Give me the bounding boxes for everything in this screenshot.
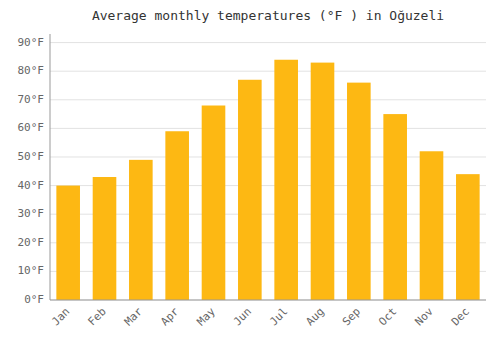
bar [202, 106, 226, 300]
x-tick-label: Jul [267, 305, 290, 328]
y-tick-label: 10°F [18, 264, 45, 277]
bar [238, 80, 262, 300]
x-tick-label: May [194, 305, 218, 329]
y-axis-line [50, 34, 51, 300]
bar [56, 186, 80, 300]
chart-svg: Average monthly temperatures (°F ) in Oğ… [0, 0, 500, 350]
x-tick-label: Dec [449, 305, 472, 328]
y-tick-label: 60°F [18, 121, 45, 134]
x-tick-label: Jun [231, 305, 254, 328]
y-tick-label: 30°F [18, 207, 45, 220]
x-tick-label: Jan [49, 305, 72, 328]
bar [456, 174, 480, 300]
x-tick-label: Apr [158, 305, 182, 329]
y-grid [50, 43, 486, 300]
bars [56, 60, 479, 300]
x-tick-label: Sep [340, 305, 363, 328]
x-tick-labels: Jan Feb Mar Apr May Jun Jul Aug Sep Oct Nov Dec [49, 305, 472, 329]
grid-line [50, 71, 486, 72]
x-tick-label: Mar [122, 305, 146, 329]
y-tick-label: 80°F [18, 64, 45, 77]
y-tick-label: 70°F [18, 93, 45, 106]
chart-container: Average monthly temperatures (°F ) in Oğ… [0, 0, 500, 350]
bar [165, 131, 189, 300]
y-tick-label: 20°F [18, 236, 45, 249]
y-tick-label: 0°F [24, 293, 44, 306]
y-tick-label: 40°F [18, 179, 45, 192]
x-tick-label: Feb [85, 305, 108, 328]
chart-title: Average monthly temperatures (°F ) in Oğ… [92, 8, 444, 23]
x-tick-label: Oct [376, 305, 399, 328]
grid-line [50, 99, 486, 100]
grid-line [50, 128, 486, 129]
y-tick-label: 50°F [18, 150, 45, 163]
bar [129, 160, 153, 300]
bar [347, 83, 371, 300]
grid-line [50, 42, 486, 43]
y-tick-label: 90°F [18, 36, 45, 49]
bar [420, 151, 444, 300]
y-tick-labels: 0°F 10°F 20°F 30°F 40°F 50°F 60°F 70°F 80°F 90°F [18, 36, 45, 306]
x-tick-label: Aug [303, 305, 326, 328]
x-axis-line [50, 300, 486, 301]
bar [383, 114, 407, 300]
bar [274, 60, 298, 300]
bar [311, 63, 335, 300]
x-tick-label: Nov [412, 305, 436, 329]
grid-line [50, 300, 486, 301]
bar [93, 177, 117, 300]
